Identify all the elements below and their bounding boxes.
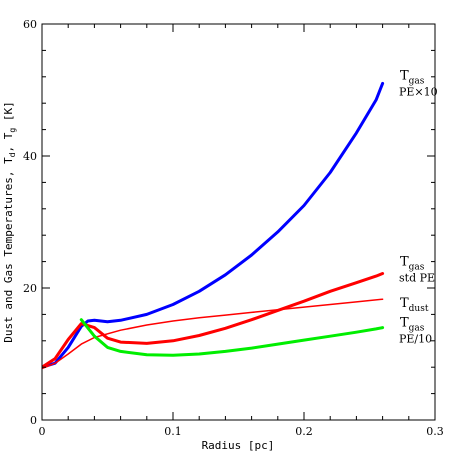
x-tick-label: 0.2 [295, 425, 313, 438]
series-label-line2-0: PE×10 [399, 85, 438, 98]
y-tick-label: 40 [23, 150, 37, 163]
y-tick-label: 20 [23, 282, 37, 295]
series-label-0: Tgas [400, 68, 425, 86]
series-label-main: T [400, 254, 409, 269]
x-tick-label: 0.1 [164, 425, 182, 438]
series-label-main: T [400, 316, 409, 331]
series-label-2: Tdust [400, 296, 429, 314]
y-tick-label: 0 [30, 414, 37, 427]
series-label-sub: gas [409, 262, 425, 272]
x-tick-label: 0 [39, 425, 46, 438]
series-label-1: Tgas [400, 254, 425, 272]
x-tick-label: 0.3 [426, 425, 444, 438]
series-label-main: T [400, 68, 409, 83]
y-axis-title-sub1: d [8, 152, 17, 157]
plot-frame [41, 23, 436, 421]
y-axis-title-sub2: g [8, 128, 17, 133]
y-tick-label: 60 [23, 18, 37, 31]
series-label-line2-1: std PE [399, 271, 435, 284]
series-label-3: Tgas [400, 316, 425, 334]
series-line-2 [42, 298, 384, 370]
series-label-main: T [400, 296, 409, 311]
y-axis-title-suffix: [K] [2, 101, 15, 128]
series-label-sub: dust [409, 304, 429, 314]
y-axis-title-prefix: Dust and Gas Temperatures, T [2, 157, 15, 343]
series-line-1 [42, 272, 385, 369]
y-axis-title-mid: , T [2, 132, 15, 152]
x-axis-title: Radius [pc] [202, 439, 275, 452]
series-label-sub: gas [409, 76, 425, 86]
series-line-3 [79, 318, 385, 357]
y-axis-title: Dust and Gas Temperatures, Td, Tg [K] [2, 101, 17, 342]
series-line-0 [42, 81, 385, 369]
series-label-line2-3: PE/10 [399, 333, 432, 346]
series-label-sub: gas [409, 324, 425, 334]
